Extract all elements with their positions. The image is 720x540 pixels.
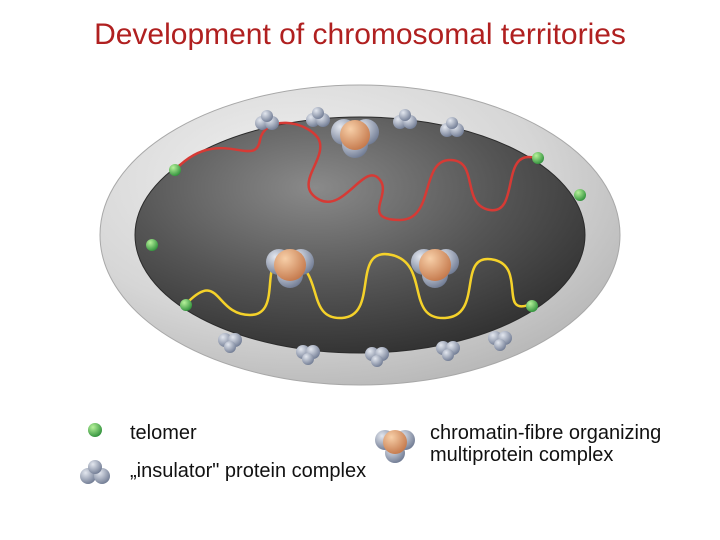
- insulator-icon: [70, 458, 120, 488]
- legend-label-telomer: telomer: [130, 420, 197, 444]
- legend-item-insulator: „insulator" protein complex: [70, 458, 370, 488]
- legend-label-multiprotein: chromatin-fibre organizing multiprotein …: [430, 420, 670, 466]
- slide-title: Development of chromosomal territories: [0, 18, 720, 52]
- legend-item-telomer: telomer: [70, 420, 370, 444]
- legend: telomer „insulator" protein complex: [70, 420, 680, 488]
- legend-label-insulator: „insulator" protein complex: [130, 458, 366, 482]
- nucleus-diagram: [80, 70, 640, 400]
- multiprotein-icon: [370, 420, 420, 466]
- telomere-icon: [70, 420, 120, 440]
- legend-item-multiprotein: chromatin-fibre organizing multiprotein …: [370, 420, 670, 466]
